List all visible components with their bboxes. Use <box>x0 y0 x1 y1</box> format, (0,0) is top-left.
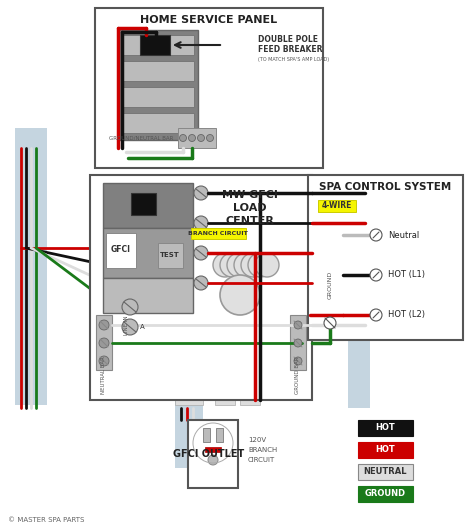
Text: BRANCH: BRANCH <box>248 447 277 453</box>
Bar <box>106 233 136 268</box>
Circle shape <box>248 253 272 277</box>
Bar <box>310 235 365 263</box>
Circle shape <box>220 275 260 315</box>
Bar <box>216 428 223 442</box>
Bar <box>191 228 246 239</box>
Bar <box>103 183 193 228</box>
Bar <box>122 113 194 133</box>
Bar <box>140 35 170 55</box>
Bar <box>348 340 370 408</box>
Bar <box>290 315 306 370</box>
Circle shape <box>370 229 382 241</box>
Bar <box>15 128 47 168</box>
Circle shape <box>370 269 382 281</box>
Circle shape <box>294 357 302 365</box>
Bar <box>205 447 221 452</box>
Bar <box>95 8 323 168</box>
Text: GROUND: GROUND <box>328 271 332 299</box>
Bar <box>308 175 463 340</box>
Text: HOT: HOT <box>375 424 395 433</box>
Text: LINE IN: LINE IN <box>125 315 129 335</box>
Bar <box>358 442 413 458</box>
Text: GROUND/NEUTRAL BAR: GROUND/NEUTRAL BAR <box>109 135 173 141</box>
Bar <box>178 128 216 148</box>
Bar <box>131 193 156 215</box>
Bar <box>240 395 260 405</box>
Text: Neutral: Neutral <box>388 230 419 239</box>
Bar <box>188 420 238 488</box>
Circle shape <box>255 253 279 277</box>
Circle shape <box>194 186 208 200</box>
Circle shape <box>122 299 138 315</box>
Text: HOT (L2): HOT (L2) <box>388 310 425 319</box>
Circle shape <box>241 253 265 277</box>
Text: GROUND BAR: GROUND BAR <box>295 356 301 394</box>
Text: A: A <box>140 324 145 330</box>
Circle shape <box>227 253 251 277</box>
Text: BRANCH CIRCUIT: BRANCH CIRCUIT <box>188 231 248 236</box>
Bar <box>158 243 183 268</box>
Text: © MASTER SPA PARTS: © MASTER SPA PARTS <box>8 517 84 523</box>
Circle shape <box>99 356 109 366</box>
Circle shape <box>189 134 195 142</box>
Circle shape <box>213 253 237 277</box>
Text: 120V: 120V <box>248 437 266 443</box>
Text: HOT (L1): HOT (L1) <box>388 270 425 279</box>
Circle shape <box>207 134 213 142</box>
Text: HOT: HOT <box>375 445 395 454</box>
Text: (TO MATCH SPA'S AMP LOAD): (TO MATCH SPA'S AMP LOAD) <box>258 57 329 63</box>
Bar <box>215 395 235 405</box>
Text: NEUTRAL: NEUTRAL <box>363 467 407 476</box>
Circle shape <box>194 246 208 260</box>
Circle shape <box>294 321 302 329</box>
Bar <box>358 420 413 436</box>
Bar <box>90 175 312 400</box>
Circle shape <box>198 134 204 142</box>
Text: LOAD: LOAD <box>233 203 267 213</box>
Text: GFCI OUTLET: GFCI OUTLET <box>173 449 244 459</box>
Text: CENTER: CENTER <box>226 216 274 226</box>
Circle shape <box>99 320 109 330</box>
Circle shape <box>194 276 208 290</box>
Text: NEUTRAL BAR: NEUTRAL BAR <box>101 356 107 394</box>
Circle shape <box>194 216 208 230</box>
Text: DOUBLE POLE: DOUBLE POLE <box>258 35 318 44</box>
Text: MW GFCI: MW GFCI <box>222 190 278 200</box>
Circle shape <box>220 253 244 277</box>
Circle shape <box>370 309 382 321</box>
Bar <box>175 398 203 468</box>
Circle shape <box>324 317 336 329</box>
Circle shape <box>294 339 302 347</box>
Bar <box>15 130 47 405</box>
Text: SPA CONTROL SYSTEM: SPA CONTROL SYSTEM <box>319 182 452 192</box>
Circle shape <box>180 134 186 142</box>
Bar <box>118 30 198 140</box>
Text: GFCI: GFCI <box>111 246 131 255</box>
Text: CIRCUIT: CIRCUIT <box>248 457 275 463</box>
Bar <box>175 395 203 405</box>
Circle shape <box>234 253 258 277</box>
Bar <box>358 464 413 480</box>
Bar <box>122 61 194 81</box>
Bar <box>103 228 193 278</box>
Bar <box>96 315 112 370</box>
Bar <box>318 200 356 212</box>
Circle shape <box>208 455 218 465</box>
Text: HOME SERVICE PANEL: HOME SERVICE PANEL <box>140 15 278 25</box>
Text: GROUND: GROUND <box>365 490 406 499</box>
Circle shape <box>99 338 109 348</box>
Bar <box>203 428 210 442</box>
Bar <box>103 278 193 313</box>
Bar <box>122 87 194 107</box>
Text: 4-WIRE: 4-WIRE <box>322 201 352 210</box>
Text: TEST: TEST <box>160 252 180 258</box>
Bar <box>358 486 413 502</box>
Text: FEED BREAKER: FEED BREAKER <box>258 45 322 54</box>
Circle shape <box>122 319 138 335</box>
Bar <box>122 35 194 55</box>
